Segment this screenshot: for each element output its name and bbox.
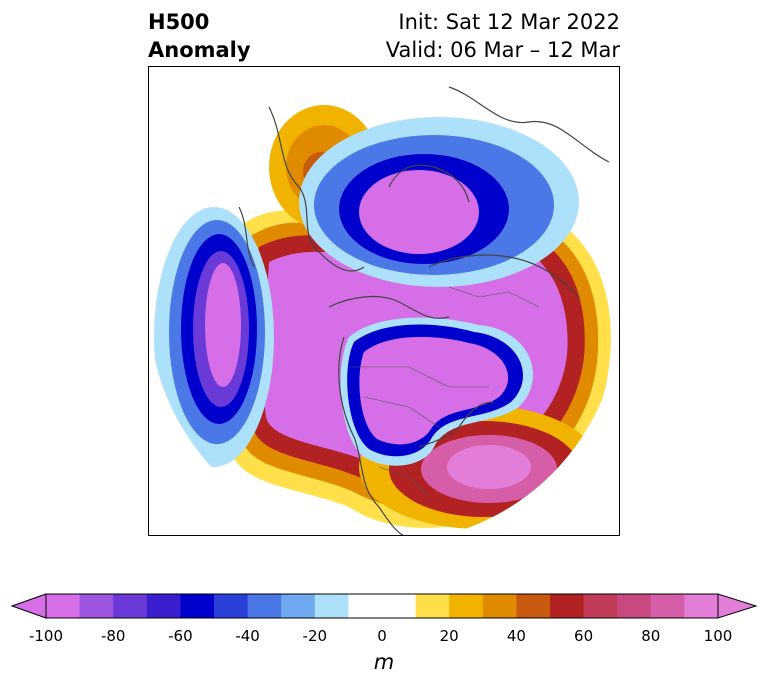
- colorbar-swatch: [314, 594, 349, 618]
- colorbar-unit: m: [373, 650, 395, 674]
- colorbar-swatch: [583, 594, 618, 618]
- title-variable: H500: [148, 10, 210, 34]
- anomaly-map: [154, 86, 611, 535]
- colorbar-swatch: [482, 594, 517, 618]
- title-left: H500 Anomaly: [148, 8, 251, 64]
- colorbar-tick-label: -20: [302, 627, 328, 645]
- colorbar-tick-label: 60: [574, 627, 594, 645]
- colorbar-tick-label: -60: [168, 627, 193, 645]
- colorbar-swatch: [650, 594, 685, 618]
- colorbar-tick-label: 0: [377, 627, 387, 645]
- valid-period: Valid: 06 Mar – 12 Mar: [385, 38, 620, 62]
- colorbar-outline: [45, 593, 719, 619]
- colorbar-tick-label: 100: [703, 627, 733, 645]
- init-time: Init: Sat 12 Mar 2022: [398, 10, 620, 34]
- colorbar-swatch: [449, 594, 484, 618]
- colorbar-tick-label: 20: [439, 627, 459, 645]
- colorbar-swatch: [550, 594, 585, 618]
- colorbar-swatch: [146, 594, 181, 618]
- atlantic-positive-core: [447, 445, 531, 489]
- colorbar-tick-label: -40: [235, 627, 260, 645]
- colorbar-tick-label: 40: [506, 627, 526, 645]
- colorbar-swatch: [684, 594, 719, 618]
- colorbar-swatch: [415, 594, 450, 618]
- colorbar-tick-label: -80: [100, 627, 126, 645]
- title-right: Init: Sat 12 Mar 2022 Valid: 06 Mar – 12…: [386, 8, 620, 64]
- pacific-negative-core: [205, 263, 241, 387]
- central-negative-core: [359, 336, 509, 445]
- colorbar-over-triangle: [717, 593, 758, 619]
- colorbar-swatch: [180, 594, 215, 618]
- colorbar-tick-label: 80: [641, 627, 661, 645]
- colorbar-swatch: [348, 594, 383, 618]
- anomaly-field: [154, 105, 611, 529]
- colorbar-under-triangle: [10, 593, 47, 619]
- colorbar-swatch: [113, 594, 148, 618]
- colorbar-swatch: [281, 594, 316, 618]
- colorbar-swatch: [247, 594, 282, 618]
- arctic-negative-core: [359, 170, 479, 254]
- country-borders: [349, 286, 540, 498]
- colorbar-swatch: [79, 594, 114, 618]
- colorbar-swatch: [382, 594, 417, 618]
- title-field: Anomaly: [148, 38, 251, 62]
- colorbar-swatch: [46, 594, 81, 618]
- colorbar: [10, 593, 758, 619]
- colorbar-tick-label: -100: [28, 627, 64, 645]
- colorbar-swatch: [516, 594, 551, 618]
- colorbar-swatch: [214, 594, 249, 618]
- colorbar-swatch: [617, 594, 652, 618]
- map-panel: [148, 66, 620, 536]
- coastlines: [238, 86, 610, 535]
